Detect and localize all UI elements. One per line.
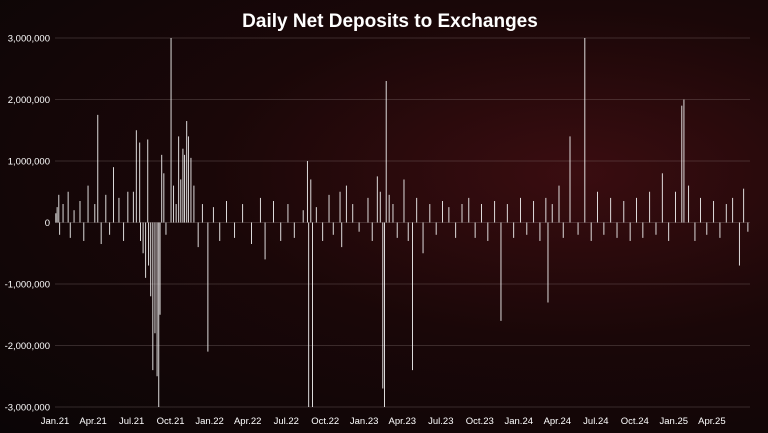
x-axis-ticks: Jan.21 Apr.21 Jul.21 Oct.21 Jan.22 Apr.22 Jul.…: [41, 416, 726, 427]
x-tick-label: Oct.21: [157, 416, 185, 427]
bar-series: [55, 38, 749, 407]
x-tick-label: Oct.24: [621, 416, 649, 427]
y-tick-label: 2,000,000: [8, 95, 50, 106]
x-tick-label: Jul.24: [583, 416, 608, 427]
y-axis-ticks: 3,000,000 2,000,000 1,000,000 0 -1,000,000 -2…: [5, 34, 50, 414]
grid-lines: [55, 37, 750, 408]
x-tick-label: Apr.24: [544, 416, 571, 427]
x-tick-label: Jan.24: [504, 416, 533, 427]
x-tick-label: Jan.25: [660, 416, 689, 427]
x-tick-label: Jan.22: [195, 416, 224, 427]
y-tick-label: 3,000,000: [8, 34, 50, 45]
y-tick-label: -2,000,000: [5, 341, 50, 352]
x-tick-label: Apr.22: [234, 416, 261, 427]
y-tick-label: -1,000,000: [5, 280, 50, 291]
x-tick-label: Jul.23: [428, 416, 453, 427]
y-tick-label: -3,000,000: [5, 403, 50, 414]
x-tick-label: Jul.22: [274, 416, 299, 427]
y-tick-label: 0: [45, 218, 50, 229]
x-tick-label: Apr.25: [698, 416, 725, 427]
x-tick-label: Apr.23: [389, 416, 416, 427]
x-tick-label: Apr.21: [79, 416, 106, 427]
x-tick-label: Oct.22: [311, 416, 339, 427]
x-tick-label: Jan.23: [350, 416, 379, 427]
x-tick-label: Oct.23: [466, 416, 494, 427]
y-tick-label: 1,000,000: [8, 157, 50, 168]
x-tick-label: Jul.21: [119, 416, 144, 427]
chart-title: Daily Net Deposits to Exchanges: [242, 11, 538, 32]
x-tick-label: Jan.21: [41, 416, 70, 427]
